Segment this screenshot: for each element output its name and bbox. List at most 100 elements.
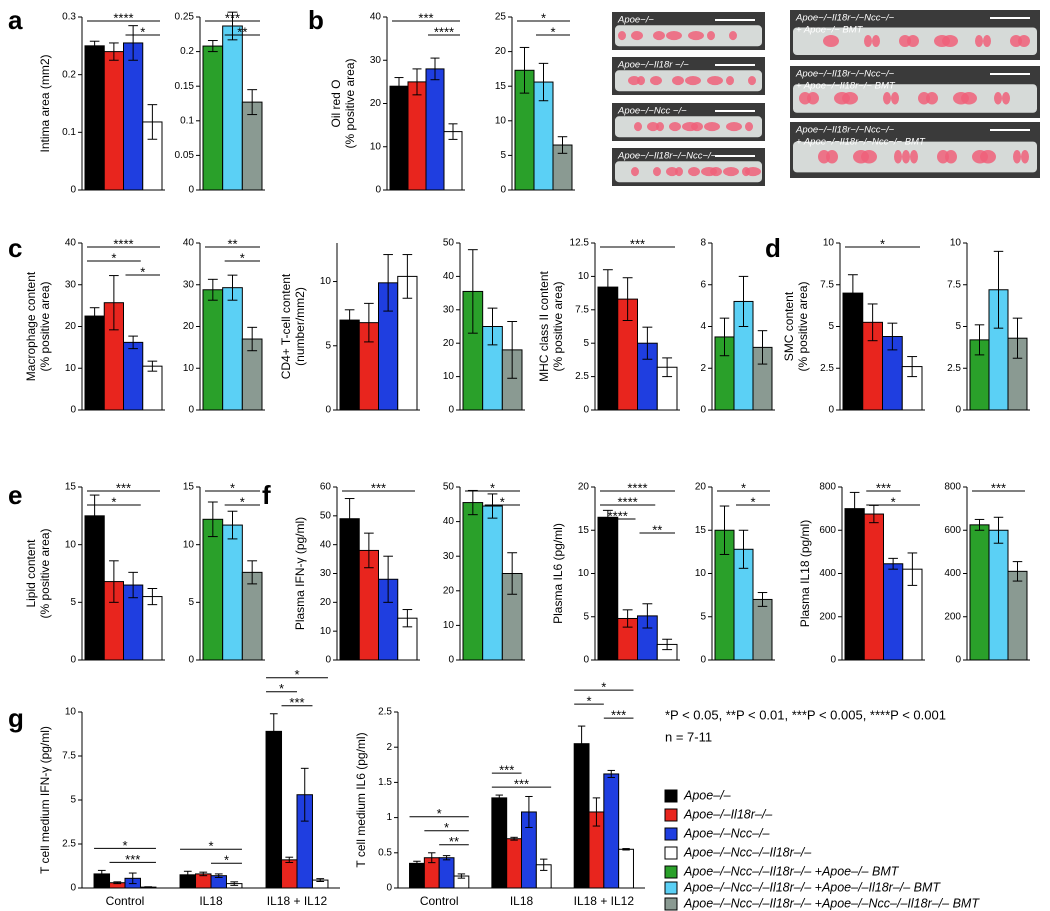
lesion xyxy=(918,92,930,105)
bar xyxy=(573,743,590,889)
sig-label: * xyxy=(880,236,885,251)
sig-label: *** xyxy=(371,480,386,495)
sig-label: * xyxy=(279,681,284,696)
bar xyxy=(409,862,425,889)
bar xyxy=(281,859,298,889)
y-tick-label: 5 xyxy=(828,321,834,332)
y-tick-label: 0 xyxy=(325,655,331,666)
panel-letter: g xyxy=(8,703,24,733)
sig-label: * xyxy=(230,480,235,495)
y-tick-label: 1 xyxy=(386,812,392,823)
y-tick-label: 0.1 xyxy=(180,115,194,126)
y-tick-label: 0 xyxy=(583,405,589,416)
legend-swatch xyxy=(664,846,678,860)
y-tick-label: 5 xyxy=(700,611,706,622)
sig-label: * xyxy=(444,820,449,835)
y-tick-label: 7.5 xyxy=(575,304,589,315)
sig-label: *** xyxy=(514,777,529,792)
x-tick-label: Control xyxy=(106,894,145,908)
bar xyxy=(462,502,484,661)
y-tick-label: 20 xyxy=(443,585,455,596)
y-axis-label: MHC class II content xyxy=(537,270,551,381)
lesion xyxy=(631,31,643,41)
sig-label: *** xyxy=(225,10,240,25)
lesion xyxy=(688,167,700,177)
bar xyxy=(84,315,105,411)
bar xyxy=(222,287,243,411)
legend-swatch xyxy=(664,827,678,841)
photo-label: Apoe−/−Il18r−/−Ncc−/− xyxy=(617,151,717,162)
y-tick-label: 40 xyxy=(443,271,455,282)
bar xyxy=(389,85,409,191)
y-tick-label: 50 xyxy=(443,238,455,249)
y-tick-label: 0 xyxy=(500,185,506,196)
legend-swatch xyxy=(664,789,678,803)
x-tick-label: IL18 + IL12 xyxy=(574,894,635,908)
y-axis-label: SMC content xyxy=(782,291,796,361)
y-tick-label: 40 xyxy=(65,238,77,249)
bar xyxy=(202,289,224,411)
sig-label: ** xyxy=(227,236,237,251)
y-tick-label: 0 xyxy=(700,405,706,416)
y-tick-label: 40 xyxy=(370,12,382,23)
photo-label: Apoe−/−Il18r−/−Ncc−/− xyxy=(795,125,895,136)
panel-letter: e xyxy=(8,480,22,510)
y-tick-label: 600 xyxy=(944,525,961,536)
y-tick-label: 5 xyxy=(583,611,589,622)
y-tick-label: 15 xyxy=(695,525,707,536)
legend-label: Apoe–/–Il18r–/– xyxy=(683,807,773,821)
y-tick-label: 10 xyxy=(823,238,835,249)
bar xyxy=(222,25,243,191)
x-tick-label: IL18 xyxy=(199,894,223,908)
sig-label: ** xyxy=(652,522,662,537)
lesion xyxy=(953,92,969,105)
bar xyxy=(407,81,427,191)
y-axis-label: (number/mm2) xyxy=(293,287,307,366)
x-tick-label: IL18 xyxy=(510,894,534,908)
y-axis-label: Plasma IL18 (pg/ml) xyxy=(798,520,812,627)
y-tick-label: 6 xyxy=(700,279,706,290)
y-tick-label: 5 xyxy=(325,340,331,351)
bar xyxy=(103,51,124,191)
lesion xyxy=(972,150,988,164)
y-tick-label: 2.5 xyxy=(62,839,76,850)
y-axis-label: Lipid content xyxy=(24,539,38,608)
sig-label: **** xyxy=(618,494,638,509)
lesion xyxy=(891,92,899,105)
panel-letter: b xyxy=(308,5,324,35)
bar xyxy=(142,596,163,661)
lesion xyxy=(685,76,701,86)
sig-label: * xyxy=(741,480,746,495)
y-tick-label: 30 xyxy=(183,279,195,290)
lesion xyxy=(666,167,678,177)
photo-label: Apoe−/−Il18r−/−Ncc−/− xyxy=(795,13,895,24)
sig-label: *** xyxy=(499,763,514,778)
y-tick-label: 2.5 xyxy=(947,363,961,374)
lesion xyxy=(723,167,739,177)
legend-label: Apoe–/–Ncc–/–Il18r–/– +Apoe–/–Il18r–/– B… xyxy=(683,880,941,894)
lesion xyxy=(707,76,723,86)
y-tick-label: 10 xyxy=(65,363,77,374)
lesion xyxy=(628,76,640,86)
y-tick-label: 0 xyxy=(325,405,331,416)
lesion xyxy=(934,35,950,47)
bar xyxy=(603,773,620,889)
y-tick-label: 10 xyxy=(183,363,195,374)
lesion xyxy=(704,122,720,132)
y-tick-label: 30 xyxy=(443,551,455,562)
y-tick-label: 15 xyxy=(183,482,195,493)
y-tick-label: 0.2 xyxy=(62,69,76,80)
lesion xyxy=(1002,92,1010,105)
y-tick-label: 20 xyxy=(65,321,77,332)
bar xyxy=(506,838,522,889)
y-tick-label: 2.5 xyxy=(575,371,589,382)
y-tick-label: 0.1 xyxy=(62,127,76,138)
bar xyxy=(202,518,224,661)
y-tick-label: 10 xyxy=(578,271,590,282)
y-tick-label: 30 xyxy=(370,55,382,66)
lesion xyxy=(883,92,891,105)
y-tick-label: 0 xyxy=(386,883,392,894)
y-axis-label: Plasma IFN-γ (pg/ml) xyxy=(293,517,307,630)
y-tick-label: 5 xyxy=(188,597,194,608)
